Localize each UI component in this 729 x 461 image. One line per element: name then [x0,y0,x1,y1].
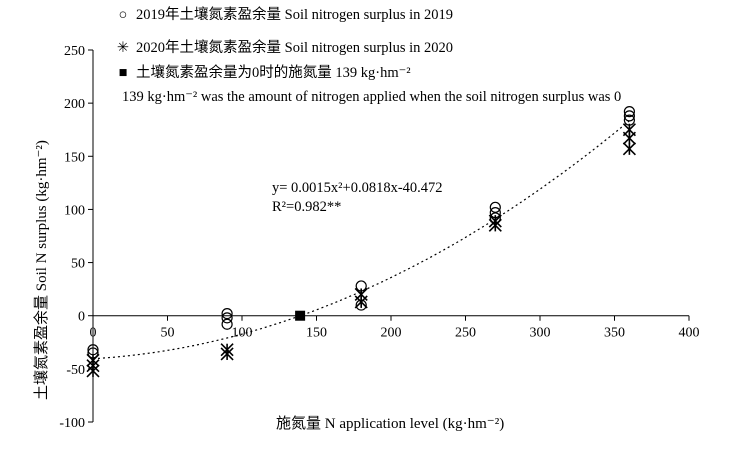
data-point-2019 [221,307,233,320]
legend-label-zero-point: 土壤氮素盈余量为0时的施氮量 139 kg·hm⁻² [136,65,411,81]
data-point-2020 [622,131,636,145]
fit-curve [92,120,630,360]
legend-item-zero-point: ■ 土壤氮素盈余量为0时的施氮量 139 kg·hm⁻² [116,66,411,81]
x-tick-label: 0 [90,326,97,341]
y-tick-label: 0 [78,310,85,325]
square-marker-icon: ■ [118,65,128,81]
y-tick-label: 100 [64,203,85,218]
data-point-zero-surplus [295,310,306,321]
data-point-2020 [220,347,234,361]
x-tick-label: 150 [306,326,327,341]
y-tick-label: 50 [71,257,85,272]
data-point-2020 [622,142,636,156]
circle-marker-icon: ○ [118,7,128,23]
data-point-2019 [623,110,636,122]
data-point-2019 [221,318,233,330]
x-tick-label: 350 [604,326,625,341]
x-tick-label: 200 [381,326,402,341]
fit-equation: y= 0.0015x²+0.0818x-40.472 [272,180,443,196]
data-point-2020 [488,218,502,232]
data-marks [86,106,636,378]
y-tick-label: 150 [64,150,85,165]
axes: -100 -50 0 50 100 150 200 250 0 50 100 150 200 250 300… [59,44,699,431]
data-point-2019 [221,312,233,324]
fit-r-squared: R²=0.982** [272,199,342,215]
legend-label-2019: 2019年土壤氮素盈余量 Soil nitrogen surplus in 20… [136,7,453,23]
x-tick-label: 300 [530,326,551,341]
x-tick-label: 100 [232,326,253,341]
legend-item-2020: ✳ 2020年土壤氮素盈余量 Soil nitrogen surplus in 2… [116,41,453,56]
x-tick-label: 50 [161,326,175,341]
y-axis-label: 土壤氮素盈余量 Soil N surplus (kg·hm⁻²) [34,140,50,400]
y-tick-label: 250 [64,44,85,59]
y-tick-label: 200 [64,97,85,112]
data-point-2020 [86,364,100,378]
legend-item-zero-point-note: 139 kg·hm⁻² was the amount of nitrogen a… [122,90,621,105]
x-tick-label: 250 [455,326,476,341]
data-point-2019 [623,106,636,118]
x-tick-label: 400 [679,326,700,341]
y-tick-label: -100 [59,416,85,431]
legend-item-2019: ○ 2019年土壤氮素盈余量 Soil nitrogen surplus in 2… [116,8,453,23]
asterisk-marker-icon: ✳ [116,40,130,56]
data-point-2020 [354,295,368,309]
legend-note-text: 139 kg·hm⁻² was the amount of nitrogen a… [122,89,622,105]
fit-curve-group [92,120,630,360]
data-point-2019 [489,201,501,213]
x-axis-label: 施氮量 N application level (kg·hm⁻²) [276,416,505,432]
legend-label-2020: 2020年土壤氮素盈余量 Soil nitrogen surplus in 20… [136,40,453,56]
y-tick-label: -50 [66,363,85,378]
